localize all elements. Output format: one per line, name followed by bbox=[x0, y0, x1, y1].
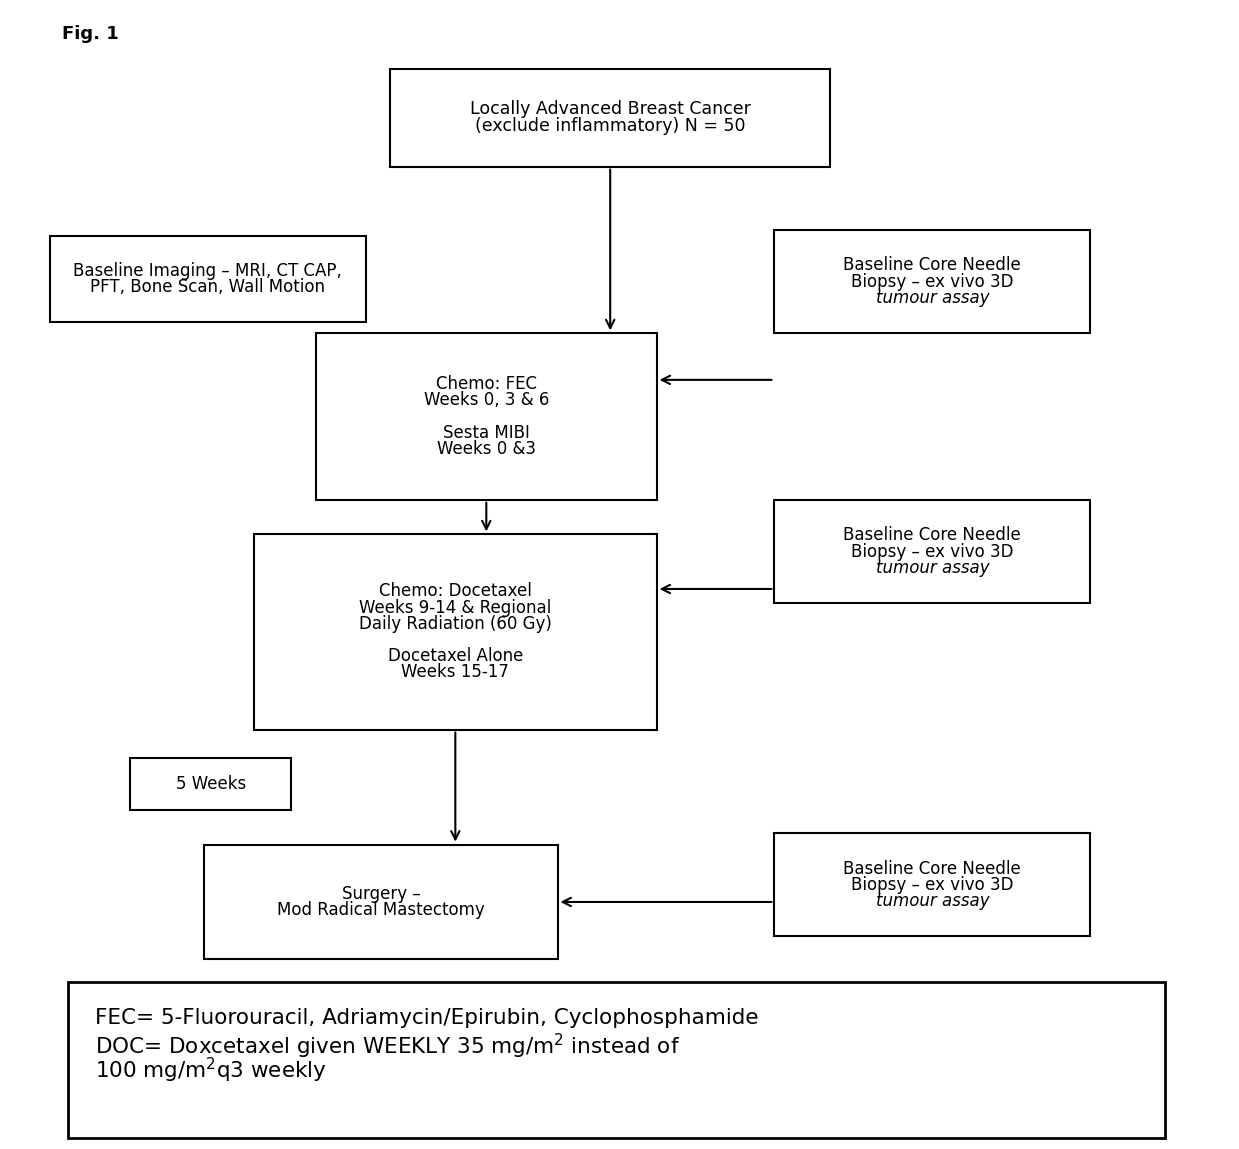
Text: Docetaxel Alone: Docetaxel Alone bbox=[388, 647, 523, 665]
Text: Biopsy – ex vivo 3D: Biopsy – ex vivo 3D bbox=[851, 542, 1014, 561]
Text: 100 mg/m$^2$q3 weekly: 100 mg/m$^2$q3 weekly bbox=[95, 1056, 327, 1085]
FancyBboxPatch shape bbox=[68, 982, 1165, 1138]
Text: Biopsy – ex vivo 3D: Biopsy – ex vivo 3D bbox=[851, 876, 1014, 894]
Text: Weeks 0, 3 & 6: Weeks 0, 3 & 6 bbox=[424, 392, 549, 409]
Text: Baseline Core Needle: Baseline Core Needle bbox=[844, 526, 1021, 545]
Text: Chemo: Docetaxel: Chemo: Docetaxel bbox=[379, 583, 532, 601]
Text: Weeks 9-14 & Regional: Weeks 9-14 & Regional bbox=[359, 599, 551, 617]
Text: Sesta MIBI: Sesta MIBI bbox=[442, 424, 530, 441]
Text: (exclude inflammatory) N = 50: (exclude inflammatory) N = 50 bbox=[475, 117, 746, 136]
Text: Surgery –: Surgery – bbox=[342, 885, 420, 903]
FancyBboxPatch shape bbox=[390, 69, 830, 167]
Text: FEC= 5-Fluorouracil, Adriamycin/Epirubin, Cyclophosphamide: FEC= 5-Fluorouracil, Adriamycin/Epirubin… bbox=[95, 1008, 760, 1027]
Text: 5 Weeks: 5 Weeks bbox=[176, 776, 245, 793]
Text: Biopsy – ex vivo 3D: Biopsy – ex vivo 3D bbox=[851, 272, 1014, 291]
Text: Baseline Core Needle: Baseline Core Needle bbox=[844, 859, 1021, 878]
Text: Mod Radical Mastectomy: Mod Radical Mastectomy bbox=[278, 901, 484, 919]
Text: Baseline Core Needle: Baseline Core Needle bbox=[844, 256, 1021, 275]
FancyBboxPatch shape bbox=[774, 230, 1090, 333]
Text: Daily Radiation (60 Gy): Daily Radiation (60 Gy) bbox=[359, 615, 551, 633]
Text: tumour assay: tumour assay bbox=[876, 558, 989, 577]
Text: DOC= Doxcetaxel given WEEKLY 35 mg/m$^2$ instead of: DOC= Doxcetaxel given WEEKLY 35 mg/m$^2$… bbox=[95, 1032, 680, 1061]
Text: PFT, Bone Scan, Wall Motion: PFT, Bone Scan, Wall Motion bbox=[90, 278, 325, 295]
Text: Locally Advanced Breast Cancer: Locally Advanced Breast Cancer bbox=[470, 100, 751, 118]
Text: Weeks 15-17: Weeks 15-17 bbox=[401, 663, 509, 681]
FancyBboxPatch shape bbox=[774, 833, 1090, 936]
FancyBboxPatch shape bbox=[254, 534, 657, 730]
Text: Baseline Imaging – MRI, CT CAP,: Baseline Imaging – MRI, CT CAP, bbox=[73, 262, 342, 279]
Text: tumour assay: tumour assay bbox=[876, 892, 989, 910]
FancyBboxPatch shape bbox=[774, 500, 1090, 603]
Text: Chemo: FEC: Chemo: FEC bbox=[436, 375, 536, 393]
FancyBboxPatch shape bbox=[50, 236, 366, 322]
FancyBboxPatch shape bbox=[204, 845, 558, 959]
FancyBboxPatch shape bbox=[130, 758, 291, 810]
Text: tumour assay: tumour assay bbox=[876, 288, 989, 307]
FancyBboxPatch shape bbox=[316, 333, 657, 500]
Text: Fig. 1: Fig. 1 bbox=[62, 25, 119, 44]
Text: Weeks 0 &3: Weeks 0 &3 bbox=[437, 440, 535, 458]
